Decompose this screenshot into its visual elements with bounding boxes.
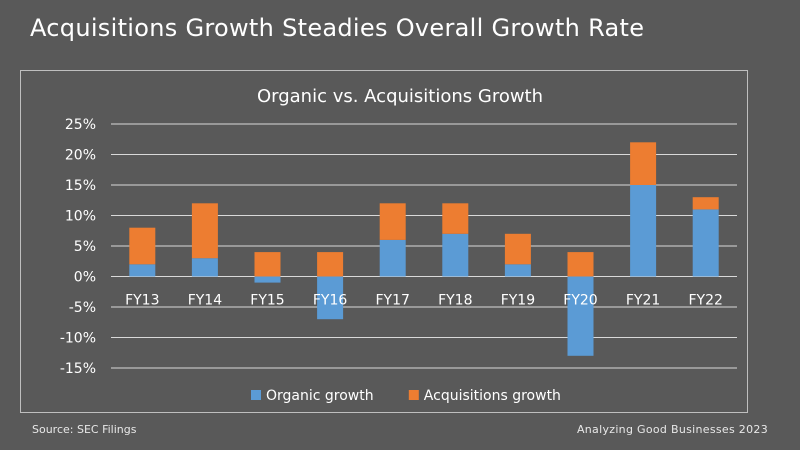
x-tick-label: FY14 [188, 293, 223, 309]
acquisitions-bar [692, 197, 719, 210]
y-tick-label: -5% [69, 300, 96, 316]
organic-bar [317, 276, 344, 320]
acquisitions-bar [379, 203, 406, 240]
chart-title: Organic vs. Acquisitions Growth [257, 86, 543, 107]
organic-bar [191, 258, 218, 277]
acquisitions-bar [504, 233, 531, 265]
organic-bar [692, 209, 719, 277]
y-tick-label: -10% [60, 331, 96, 347]
credit-note: Analyzing Good Businesses 2023 [576, 423, 768, 436]
organic-bar [254, 276, 281, 283]
x-tick-label: FY17 [375, 293, 409, 309]
legend: Organic growth Acquisitions growth [251, 388, 561, 404]
organic-bar [567, 276, 594, 356]
x-tick-label: FY20 [563, 293, 597, 309]
organic-bar [630, 185, 657, 277]
organic-bar [129, 264, 156, 277]
acquisitions-bar [317, 252, 344, 277]
y-tick-label: 15% [65, 178, 96, 194]
x-tick-label: FY15 [250, 293, 284, 309]
legend-label-acquisitions: Acquisitions growth [424, 388, 561, 404]
y-tick-label: 0% [74, 270, 96, 286]
acquisitions-bar [630, 142, 657, 185]
y-axis-tick-labels: 25% 20% 15% 10% 5% 0% -5% -10% -15% [60, 117, 96, 377]
acquisitions-bar [191, 203, 218, 259]
x-tick-label: FY19 [501, 293, 535, 309]
organic-bar [379, 239, 406, 277]
x-tick-label: FY22 [688, 293, 722, 309]
x-tick-label: FY16 [313, 293, 348, 309]
y-tick-label: -15% [60, 361, 96, 377]
legend-swatch-acquisitions [408, 390, 419, 400]
legend-swatch-organic [251, 390, 261, 400]
acquisitions-bar [442, 203, 469, 234]
x-tick-label: FY18 [438, 293, 472, 309]
acquisitions-bar [254, 252, 281, 277]
bars [129, 142, 719, 356]
y-tick-label: 5% [74, 239, 96, 255]
x-axis-tick-labels: FY13 FY14 FY15 FY16 FY17 FY18 FY19 FY20 FY21 FY22 [125, 293, 723, 309]
x-tick-label: FY21 [626, 293, 660, 309]
acquisitions-bar [567, 252, 594, 277]
organic-bar [504, 264, 531, 277]
y-tick-label: 25% [65, 117, 96, 133]
chart-frame [20, 70, 748, 413]
y-tick-label: 10% [65, 209, 96, 225]
legend-label-organic: Organic growth [266, 388, 374, 404]
y-tick-label: 20% [65, 148, 96, 164]
source-note: Source: SEC Filings [32, 423, 137, 436]
slide-title: Acquisitions Growth Steadies Overall Gro… [30, 14, 645, 42]
acquisitions-bar [129, 227, 156, 265]
organic-bar [442, 233, 469, 277]
x-tick-label: FY13 [125, 293, 159, 309]
